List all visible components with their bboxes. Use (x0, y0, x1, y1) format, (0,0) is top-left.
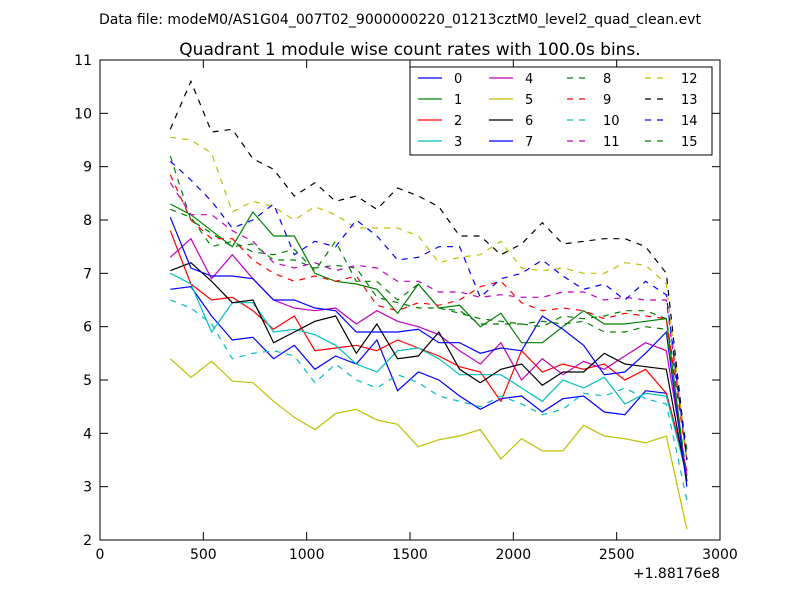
x-tick-label: 3000 (702, 547, 738, 563)
x-tick-label: 1500 (392, 547, 428, 563)
legend-label-15: 15 (681, 135, 698, 150)
legend-label-9: 9 (603, 93, 611, 108)
legend-label-6: 6 (525, 114, 533, 129)
series-line-11 (169, 182, 688, 461)
y-tick-label: 5 (83, 373, 92, 389)
series-line-10 (170, 299, 688, 501)
legend-label-13: 13 (681, 93, 698, 108)
legend-label-1: 1 (454, 93, 462, 108)
legend-label-5: 5 (525, 93, 533, 108)
y-tick-label: 6 (83, 320, 92, 336)
plot-lines (169, 79, 688, 530)
legend-label-10: 10 (603, 114, 620, 129)
x-tick-label: 2000 (496, 547, 532, 563)
y-tick-label: 8 (83, 213, 92, 229)
series-line-6 (170, 262, 688, 482)
series-line-0 (170, 286, 688, 471)
y-tick-label: 11 (74, 53, 92, 69)
x-tick-label: 2500 (599, 547, 635, 563)
legend-label-11: 11 (603, 135, 620, 150)
legend-box (409, 66, 713, 156)
y-tick-label: 10 (74, 106, 92, 122)
legend-label-12: 12 (681, 72, 698, 87)
series-line-15 (170, 208, 688, 477)
x-tick-label: 0 (96, 547, 105, 563)
series-line-1 (170, 203, 688, 482)
y-tick-label: 7 (83, 266, 92, 282)
series-line-5 (169, 358, 688, 530)
series-line-7 (169, 217, 688, 487)
legend-label-7: 7 (525, 135, 533, 150)
legend-label-14: 14 (681, 114, 698, 129)
series-line-12 (170, 136, 688, 461)
x-tick-label: 500 (190, 547, 217, 563)
legend-label-3: 3 (454, 135, 462, 150)
y-tick-label: 9 (83, 160, 92, 176)
series-line-9 (169, 174, 688, 461)
x-offset-label: +1.88176e8 (633, 566, 720, 582)
legend-label-2: 2 (454, 114, 462, 129)
chart-title: Quadrant 1 module wise count rates with … (179, 40, 640, 60)
y-tick-label: 4 (83, 426, 92, 442)
x-tick-label: 1000 (289, 547, 325, 563)
series-line-8 (169, 155, 688, 450)
legend-label-0: 0 (454, 72, 462, 87)
chart-suptitle: Data file: modeM0/AS1G04_007T02_90000002… (99, 12, 701, 28)
series-line-14 (169, 160, 688, 461)
series-line-2 (169, 230, 688, 471)
series-line-4 (169, 237, 688, 477)
legend-label-8: 8 (603, 72, 611, 87)
y-tick-label: 3 (83, 480, 92, 496)
y-tick-label: 2 (83, 533, 92, 549)
legend-label-4: 4 (525, 72, 533, 87)
